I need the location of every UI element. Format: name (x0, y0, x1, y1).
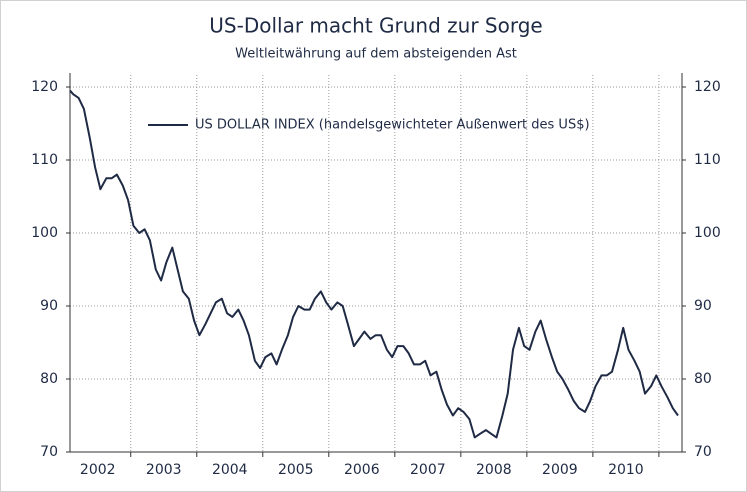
y-tick-label: 120 (31, 79, 58, 95)
x-tick-label: 2002 (80, 462, 116, 478)
x-tick-label: 2008 (476, 462, 512, 478)
y-tick-label: 70 (40, 444, 58, 460)
y2-tick-label: 90 (694, 298, 712, 314)
y2-tick-label: 100 (694, 225, 721, 241)
data-line (69, 89, 679, 439)
x-tick-label: 2009 (542, 462, 578, 478)
x-tick-label: 2007 (410, 462, 446, 478)
x-tick-label: 2004 (212, 462, 248, 478)
y2-tick-label: 120 (694, 79, 721, 95)
x-tick-label: 2010 (608, 462, 644, 478)
x-tick-label: 2003 (146, 462, 182, 478)
y-tick-label: 100 (31, 225, 58, 241)
legend-label: US DOLLAR INDEX (handelsgewichteter Auße… (195, 118, 590, 133)
y-tick-label: 80 (40, 371, 58, 387)
x-tick-label: 2005 (278, 462, 314, 478)
chart-subtitle: Weltleitwährung auf dem absteigenden Ast (235, 47, 517, 62)
y2-tick-label: 110 (694, 152, 721, 168)
y2-tick-label: 80 (694, 371, 712, 387)
x-tick-label: 2006 (344, 462, 380, 478)
chart-title: US-Dollar macht Grund zur Sorge (209, 14, 542, 38)
y-tick-label: 110 (31, 152, 58, 168)
y-tick-label: 90 (40, 298, 58, 314)
y2-tick-label: 70 (694, 444, 712, 460)
